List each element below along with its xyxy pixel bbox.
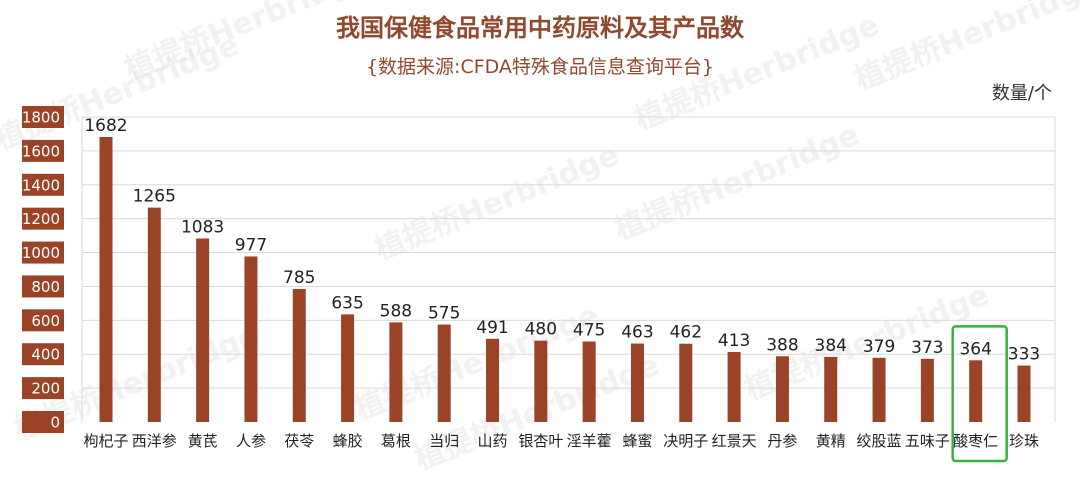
x-tick-label: 黄芪 bbox=[188, 432, 218, 450]
x-tick-label: 黄精 bbox=[816, 432, 846, 450]
bar bbox=[679, 343, 693, 422]
highlight-layer bbox=[951, 325, 1008, 463]
data-label: 462 bbox=[670, 323, 702, 343]
bar bbox=[99, 136, 113, 422]
data-label: 785 bbox=[283, 268, 315, 288]
data-label: 575 bbox=[428, 304, 460, 324]
bar bbox=[1017, 365, 1031, 422]
bar bbox=[969, 360, 983, 422]
y-axis-ticks: 0 200 400 600 800 1000 1200 1400 1600 1800 bbox=[22, 106, 64, 433]
bar bbox=[244, 256, 258, 422]
x-axis-labels: 枸杞子 西洋参 黄芪 人参 茯苓 蜂胶 葛根 当归 山药 银杏叶 淫羊藿 蜂蜜 决明子 红景天 丹参 黄精 绞股… bbox=[83, 432, 1039, 450]
y-tick-label: 1200 bbox=[22, 210, 60, 228]
bar bbox=[196, 238, 210, 422]
y-tick-tab bbox=[22, 377, 64, 400]
bar bbox=[630, 343, 644, 422]
x-tick-label: 枸杞子 bbox=[83, 432, 128, 450]
bar bbox=[582, 341, 596, 422]
bar bbox=[872, 357, 886, 422]
bar bbox=[920, 358, 934, 422]
data-label: 333 bbox=[1008, 345, 1040, 365]
x-tick-label: 五味子 bbox=[905, 432, 950, 450]
x-tick-label: 丹参 bbox=[767, 432, 797, 450]
x-tick-label: 淫羊藿 bbox=[567, 432, 612, 450]
watermark-text: 植提桥Herbridge bbox=[370, 138, 624, 268]
x-tick-label: 葛根 bbox=[381, 432, 411, 450]
y-tick-label: 1600 bbox=[22, 142, 60, 160]
watermark-text: 植提桥Herbridge bbox=[610, 118, 864, 248]
x-tick-label: 决明子 bbox=[663, 432, 708, 450]
bar bbox=[727, 352, 741, 422]
chart-subtitle: {数据来源:CFDA特殊食品信息查询平台} bbox=[366, 56, 714, 78]
y-tick-label: 0 bbox=[50, 414, 60, 432]
data-label: 1265 bbox=[133, 187, 176, 207]
bar bbox=[341, 314, 355, 422]
bar bbox=[292, 288, 306, 422]
y-tick-label: 1800 bbox=[22, 109, 60, 127]
x-tick-label: 山药 bbox=[478, 432, 508, 450]
data-label: 388 bbox=[766, 335, 798, 355]
data-label: 475 bbox=[573, 321, 605, 341]
data-label: 384 bbox=[815, 336, 847, 356]
data-label: 373 bbox=[911, 338, 943, 358]
y-tick-label: 400 bbox=[31, 346, 60, 364]
bar bbox=[824, 356, 838, 422]
y-tick-tab bbox=[22, 139, 64, 162]
data-label: 1682 bbox=[84, 116, 127, 136]
x-tick-label: 酸枣仁 bbox=[953, 432, 998, 450]
data-label: 463 bbox=[621, 323, 653, 343]
y-axis-unit-label: 数量/个 bbox=[992, 83, 1052, 104]
y-tick-tab bbox=[22, 241, 64, 264]
y-tick-tab bbox=[22, 173, 64, 196]
x-tick-label: 红景天 bbox=[712, 432, 757, 450]
bar bbox=[147, 207, 161, 422]
x-tick-label: 茯苓 bbox=[284, 432, 314, 450]
y-tick-label: 1400 bbox=[22, 176, 60, 194]
y-tick-tab bbox=[22, 275, 64, 298]
x-tick-label: 当归 bbox=[429, 432, 459, 450]
y-tick-label: 600 bbox=[31, 312, 60, 330]
x-tick-label: 绞股蓝 bbox=[857, 432, 902, 450]
data-label: 379 bbox=[863, 337, 895, 357]
y-tick-tab bbox=[22, 207, 64, 230]
gridlines bbox=[81, 116, 1056, 422]
y-tick-tab bbox=[22, 411, 64, 433]
bar bbox=[389, 322, 403, 422]
bar bbox=[775, 356, 789, 422]
y-tick-tab bbox=[22, 309, 64, 332]
y-tick-label: 1000 bbox=[22, 244, 60, 262]
data-label: 413 bbox=[718, 331, 750, 351]
y-tick-label: 800 bbox=[31, 278, 60, 296]
highlight-box bbox=[951, 325, 1008, 463]
chart-title: 我国保健食品常用中药原料及其产品数 bbox=[336, 14, 745, 42]
bar bbox=[534, 340, 548, 422]
data-label: 480 bbox=[525, 320, 557, 340]
data-label: 977 bbox=[235, 235, 267, 255]
data-label: 364 bbox=[959, 339, 991, 359]
data-label: 491 bbox=[476, 318, 508, 338]
data-label: 635 bbox=[331, 293, 363, 313]
bars bbox=[99, 136, 1031, 422]
bar bbox=[486, 338, 500, 422]
y-tick-tab bbox=[22, 343, 64, 366]
x-tick-label: 银杏叶 bbox=[518, 432, 563, 450]
x-tick-label: 蜂胶 bbox=[333, 432, 363, 450]
x-tick-label: 蜂蜜 bbox=[622, 432, 652, 450]
bar bbox=[437, 324, 451, 422]
data-label: 588 bbox=[380, 301, 412, 321]
x-tick-label: 人参 bbox=[236, 432, 266, 450]
x-tick-label: 珍珠 bbox=[1009, 432, 1039, 450]
x-tick-label: 西洋参 bbox=[132, 432, 177, 450]
y-tick-label: 200 bbox=[31, 380, 60, 398]
data-label: 1083 bbox=[181, 217, 224, 237]
y-tick-tab bbox=[22, 106, 64, 128]
